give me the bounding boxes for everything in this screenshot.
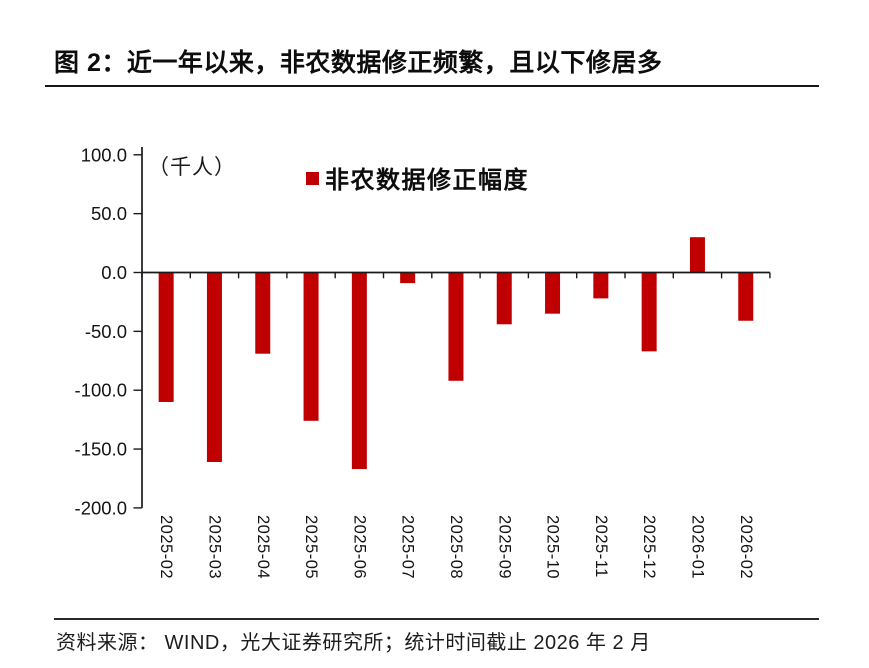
x-axis-label-2025-09: 2025-09 [495, 515, 513, 579]
bar-2025-04 [255, 272, 271, 354]
chart-canvas: 100.0 50.0 0.0 -50.0 -100.0 -150.0 -200.0 2025-… [75, 144, 771, 579]
x-axis-label-2025-03: 2025-03 [205, 515, 223, 579]
legend-series-marker-icon [306, 172, 319, 185]
x-axis-label-2026-02: 2026-02 [737, 515, 755, 579]
chart-legend: 非农数据修正幅度 [306, 160, 529, 195]
y-axis-tick-label: -150.0 [75, 439, 127, 460]
legend-series-label: 非农数据修正幅度 [325, 167, 529, 194]
bar-2026-02 [738, 272, 754, 321]
bar-2025-09 [496, 272, 512, 325]
source-note: 资料来源： WIND，光大证券研究所；统计时间截止 2026 年 2 月 [56, 632, 651, 654]
bar-2026-01 [689, 237, 705, 273]
bar-2025-12 [641, 272, 657, 352]
x-axis-label-2025-11: 2025-11 [592, 515, 610, 578]
bar-chart: 100.0 50.0 0.0 -50.0 -100.0 -150.0 -200.0 2025-… [0, 130, 869, 608]
y-axis-tick-label: -100.0 [75, 380, 127, 401]
axis-unit-label: （千人） [148, 156, 236, 179]
bar-2025-06 [351, 272, 367, 470]
bar-2025-10 [545, 272, 561, 314]
bar-2025-03 [206, 272, 222, 462]
bar-2025-08 [448, 272, 464, 381]
bar-2025-05 [303, 272, 319, 421]
bar-2025-02 [158, 272, 174, 402]
bar-2025-07 [400, 272, 416, 284]
y-axis-tick-label: -50.0 [85, 321, 127, 342]
figure-header: 图 2：近一年以来，非农数据修正频繁，且以下修居多 [45, 48, 819, 87]
x-axis-label-2025-04: 2025-04 [254, 515, 272, 579]
x-axis-label-2025-12: 2025-12 [640, 515, 658, 579]
bar-2025-11 [593, 272, 609, 299]
figure-title: 图 2：近一年以来，非农数据修正频繁，且以下修居多 [54, 49, 663, 77]
figure-footer: 资料来源： WIND，光大证券研究所；统计时间截止 2026 年 2 月 [54, 618, 819, 655]
x-axis-label-2025-08: 2025-08 [447, 515, 465, 579]
x-axis-label-2025-02: 2025-02 [157, 515, 175, 579]
x-axis-label-2025-10: 2025-10 [544, 515, 562, 579]
x-axis-label-2025-07: 2025-07 [399, 515, 417, 579]
x-axis-label-2025-06: 2025-06 [350, 515, 368, 579]
y-axis-tick-label: 100.0 [81, 144, 127, 165]
y-axis-tick-label: 50.0 [91, 203, 127, 224]
x-axis-label-2026-01: 2026-01 [688, 515, 706, 579]
x-axis-label-2025-05: 2025-05 [302, 515, 320, 579]
y-axis-tick-label: -200.0 [75, 497, 127, 518]
y-axis-tick-label: 0.0 [101, 262, 127, 283]
